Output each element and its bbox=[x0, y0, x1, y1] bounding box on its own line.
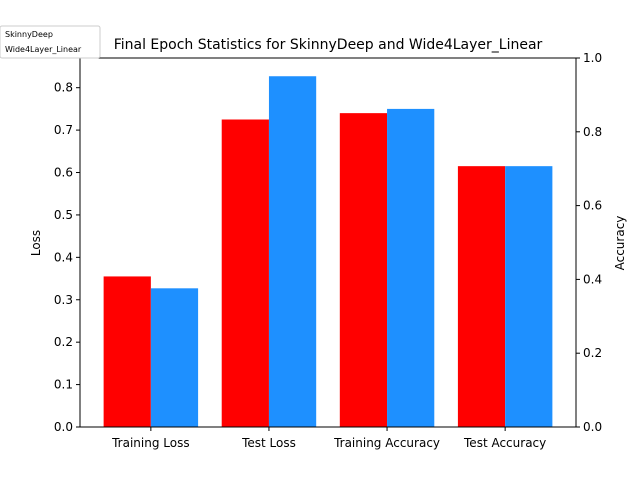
legend-label-wide4layer-linear: Wide4Layer_Linear bbox=[5, 45, 82, 54]
plot-frame bbox=[79, 57, 577, 428]
x-tick-label: Training Loss bbox=[111, 436, 189, 450]
bar-skinnydeep-0 bbox=[103, 276, 151, 427]
y-tick-label-left: 0.6 bbox=[54, 166, 73, 180]
y-tick-label-right: 0.4 bbox=[583, 272, 602, 286]
bar-wide4layer-linear-1 bbox=[268, 76, 317, 428]
y-tick-label-left: 0.2 bbox=[54, 335, 73, 349]
y-tick-label-left: 0.5 bbox=[54, 208, 73, 222]
x-tick-label: Training Accuracy bbox=[333, 436, 440, 450]
y-axis-label-right: Accuracy bbox=[613, 216, 627, 271]
y-tick-label-right: 0.0 bbox=[583, 420, 602, 434]
legend: SkinnyDeep Wide4Layer_Linear bbox=[0, 25, 101, 59]
y-tick-label-left: 0.7 bbox=[54, 123, 73, 137]
y-axis-left: 0.0 0.1 0.2 0.3 0.4 0.5 0.6 0.7 0.8 bbox=[54, 81, 80, 434]
y-tick-label-left: 0.4 bbox=[54, 250, 73, 264]
y-axis-label-left: Loss bbox=[29, 230, 43, 256]
y-tick-label-right: 0.8 bbox=[583, 125, 602, 139]
bar-skinnydeep-1 bbox=[221, 119, 269, 427]
y-tick-label-left: 0.1 bbox=[54, 378, 73, 392]
bar-skinnydeep-3 bbox=[457, 166, 506, 427]
chart-title: Final Epoch Statistics for SkinnyDeep an… bbox=[114, 37, 543, 53]
y-tick-label-left: 0.0 bbox=[54, 420, 73, 434]
x-axis: Training Loss Test Loss Training Accuracy T… bbox=[111, 427, 546, 450]
x-tick-label: Test Accuracy bbox=[463, 436, 546, 450]
y-axis-right: 0.0 0.2 0.4 0.6 0.8 1.0 bbox=[576, 51, 602, 434]
y-tick-label-left: 0.8 bbox=[54, 81, 73, 95]
legend-box bbox=[0, 25, 101, 59]
x-tick-label: Test Loss bbox=[241, 436, 296, 450]
y-tick-label-right: 0.2 bbox=[583, 346, 602, 360]
y-tick-label-left: 0.3 bbox=[54, 293, 73, 307]
y-tick-label-right: 0.6 bbox=[583, 199, 602, 213]
bar-wide4layer-linear-0 bbox=[150, 288, 199, 427]
bar-skinnydeep-2 bbox=[339, 113, 388, 427]
bar-wide4layer-linear-3 bbox=[505, 166, 553, 427]
legend-label-skinnydeep: SkinnyDeep bbox=[5, 30, 53, 39]
y-tick-label-right: 1.0 bbox=[583, 51, 602, 65]
bars bbox=[103, 76, 553, 428]
bar-wide4layer-linear-2 bbox=[387, 108, 435, 428]
